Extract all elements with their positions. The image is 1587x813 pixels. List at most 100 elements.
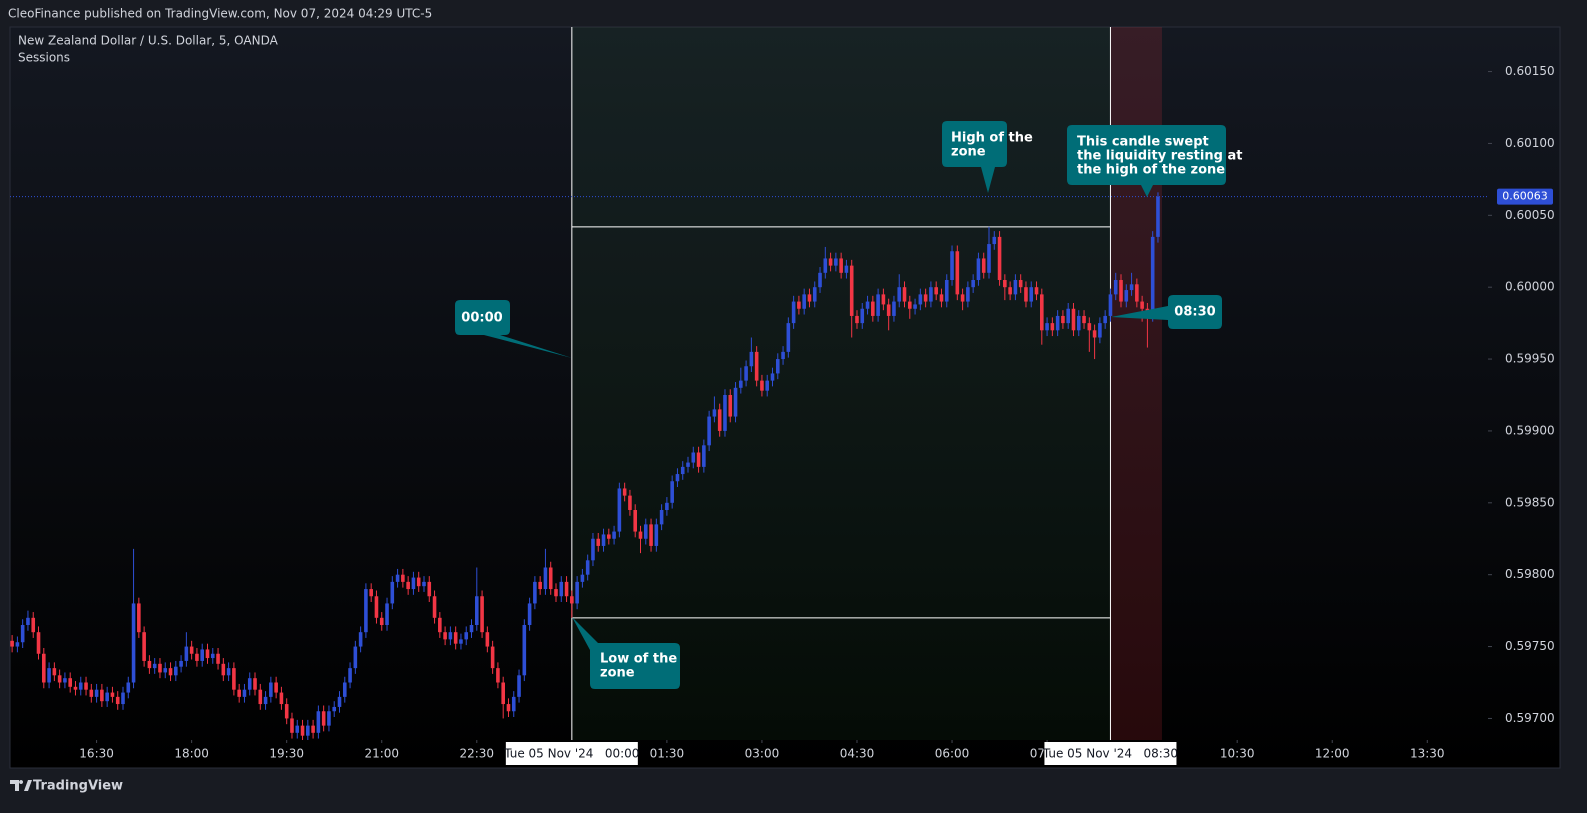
candle-body — [992, 236, 997, 245]
callout-high: High of the zone — [942, 121, 1033, 193]
callout-text: Low of the — [600, 652, 677, 667]
candle-body — [115, 696, 120, 705]
candle-body — [316, 711, 321, 733]
candle-body — [311, 725, 315, 733]
candle-body — [1045, 323, 1049, 331]
candle-body — [1050, 323, 1055, 331]
candle-body — [306, 725, 310, 736]
candle-body — [712, 409, 717, 417]
candle-body — [369, 589, 373, 597]
candle-body — [923, 294, 928, 302]
candle-body — [612, 531, 616, 539]
x-tick-label: 19:30 — [269, 747, 304, 761]
candle-body — [73, 686, 78, 690]
last-price-label: 0.60063 — [1502, 190, 1548, 203]
candle-body — [94, 689, 99, 697]
candle-body — [1040, 294, 1044, 331]
x-tick-label: 03:00 — [745, 747, 780, 761]
candle-body — [543, 567, 548, 590]
candle-body — [944, 280, 949, 302]
candle-body — [897, 287, 902, 302]
candle-body — [559, 581, 564, 597]
candle-body — [1066, 308, 1071, 324]
candle-body — [1076, 315, 1081, 331]
candle-body — [263, 696, 268, 705]
candle-body — [913, 304, 917, 309]
candle-body — [1092, 330, 1097, 338]
candle-body — [337, 696, 342, 707]
zone-shade — [571, 27, 1111, 740]
candle-body — [1055, 315, 1060, 331]
candle-body — [955, 251, 960, 295]
y-tick-label: 0.60050 — [1505, 208, 1555, 222]
candle-body — [374, 596, 379, 618]
candle-body — [881, 294, 886, 305]
candle-body — [1071, 308, 1076, 331]
candle-body — [1124, 290, 1129, 302]
candle-body — [633, 510, 638, 532]
x-tick-label: 10:30 — [1220, 747, 1255, 761]
candle-body — [538, 581, 542, 590]
y-tick-label: 0.59950 — [1505, 352, 1555, 366]
x-tick-label: 21:00 — [364, 747, 399, 761]
candle-body — [654, 524, 659, 546]
candle-body — [1003, 280, 1007, 288]
y-tick-label: 0.60150 — [1505, 64, 1555, 78]
candle-body — [279, 692, 284, 705]
candle-body — [802, 294, 806, 309]
y-tick-label: 0.60100 — [1505, 136, 1555, 150]
callout-text: 00:00 — [461, 311, 502, 326]
y-tick-label: 0.60000 — [1505, 280, 1555, 294]
x-tick-label: 22:30 — [459, 747, 494, 761]
candle-body — [247, 678, 252, 690]
candle-body — [10, 640, 14, 647]
x-marker-label: Tue 05 Nov '24 08:30 — [1042, 747, 1178, 761]
candle-body — [876, 294, 880, 316]
candle-body — [533, 581, 537, 604]
y-tick-label: 0.59900 — [1505, 423, 1555, 437]
x-marker-box — [1044, 742, 1177, 765]
candle-body — [770, 373, 775, 381]
candle-body — [152, 663, 157, 669]
y-tick-label: 0.59700 — [1505, 711, 1555, 725]
candle-body — [469, 625, 474, 633]
candle-body — [411, 577, 416, 590]
candle-body — [448, 632, 453, 640]
candle-body — [274, 682, 278, 693]
candle-body — [31, 617, 36, 633]
candle-body — [1156, 196, 1160, 237]
candle-body — [237, 689, 241, 697]
candle-body — [20, 625, 25, 643]
candle-body — [84, 682, 88, 690]
brand-name: TradingView — [33, 779, 123, 794]
candle-body — [1098, 323, 1102, 338]
candle-body — [358, 632, 363, 647]
candle-body — [432, 596, 437, 618]
publish-header: CleoFinance published on TradingView.com… — [8, 7, 432, 21]
candle-body — [121, 692, 125, 705]
candle-body — [137, 603, 141, 633]
candle-body — [607, 534, 611, 539]
candle-body — [717, 409, 722, 431]
candle-body — [786, 323, 791, 352]
candle-body — [981, 258, 986, 273]
candle-body — [36, 632, 41, 654]
candle-body — [1008, 287, 1012, 295]
candle-body — [422, 581, 426, 587]
candle-body — [1140, 301, 1144, 309]
candle-body — [1029, 287, 1034, 302]
candle-body — [200, 649, 205, 661]
candle-body — [110, 692, 115, 697]
candle-body — [918, 294, 923, 305]
candle-body — [142, 632, 146, 661]
candle-body — [960, 294, 965, 302]
candle-body — [464, 632, 469, 640]
x-tick-label: 01:30 — [650, 747, 685, 761]
candle-body — [823, 258, 828, 273]
x-tick-label: 16:30 — [79, 747, 114, 761]
candle-body — [57, 675, 62, 683]
candle-body — [15, 642, 20, 647]
candle-body — [839, 258, 843, 273]
candle-body — [649, 524, 653, 546]
